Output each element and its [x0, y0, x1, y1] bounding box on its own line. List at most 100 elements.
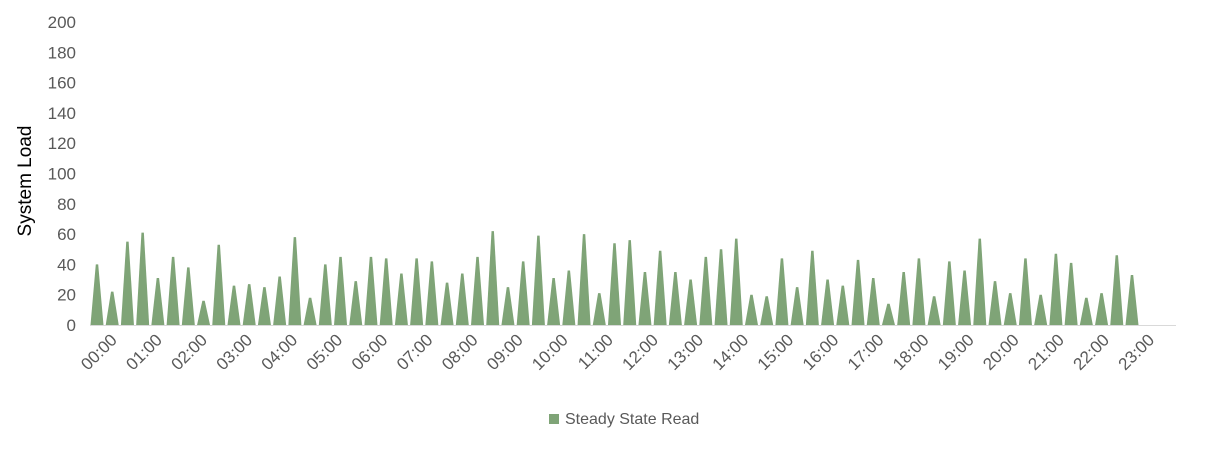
area-peak [1018, 258, 1032, 325]
area-peak [471, 256, 485, 325]
x-tick-label: 08:00 [438, 330, 482, 374]
y-tick-label: 100 [48, 165, 76, 184]
area-peak [821, 279, 835, 325]
y-tick-label: 40 [57, 255, 76, 274]
area-peak [942, 261, 956, 325]
x-tick-label: 02:00 [168, 330, 212, 374]
y-tick-label: 160 [48, 74, 76, 93]
y-tick-label: 140 [48, 104, 76, 123]
x-tick-label: 13:00 [664, 330, 708, 374]
x-tick-label: 11:00 [574, 330, 617, 373]
area-peak [729, 238, 743, 325]
x-tick-label: 09:00 [483, 330, 527, 374]
x-tick-label: 14:00 [709, 330, 753, 374]
area-peak [958, 270, 972, 325]
area-peak [120, 241, 134, 325]
area-peak [455, 273, 469, 325]
area-peak [668, 271, 682, 325]
area-peak [501, 287, 515, 325]
y-axis-ticks: 0 20 40 60 80 100 120 140 160 180 200 [48, 13, 76, 335]
area-peak [714, 249, 728, 325]
area-peak [242, 284, 256, 325]
area-peak [379, 258, 393, 325]
y-tick-label: 20 [57, 286, 76, 305]
area-peak [927, 296, 941, 325]
x-tick-label: 12:00 [619, 330, 663, 374]
area-peak [699, 256, 713, 325]
area-peak [790, 287, 804, 325]
x-tick-label: 15:00 [754, 330, 798, 374]
area-peak [623, 240, 637, 325]
area-peak [973, 238, 987, 325]
x-tick-label: 00:00 [77, 330, 121, 374]
y-tick-label: 200 [48, 13, 76, 32]
area-peak [349, 281, 363, 325]
x-tick-label: 16:00 [799, 330, 843, 374]
area-peak [608, 243, 621, 325]
y-tick-label: 60 [57, 225, 76, 244]
area-peak [684, 279, 698, 325]
x-tick-label: 18:00 [889, 330, 933, 374]
x-tick-label: 17:00 [844, 330, 888, 374]
area-peak [912, 258, 926, 325]
series-areas [90, 231, 1139, 325]
area-peak [1003, 293, 1017, 325]
area-peak [760, 296, 774, 325]
area-peak [577, 234, 591, 325]
x-tick-label: 01:00 [122, 330, 166, 374]
area-peak [547, 278, 561, 325]
x-tick-label: 19:00 [934, 330, 978, 374]
area-peak [181, 267, 195, 325]
area-peak [227, 285, 241, 325]
area-peak [592, 293, 606, 325]
x-tick-label: 10:00 [528, 330, 572, 374]
area-peak [425, 261, 439, 325]
x-axis-ticks: 00:00 01:00 02:00 03:00 04:00 05:00 06:00 07:00… [77, 330, 1158, 374]
area-peak [516, 261, 530, 325]
area-peak [273, 276, 287, 325]
legend-label: Steady State Read [565, 411, 699, 428]
y-tick-label: 120 [48, 134, 76, 153]
area-peak [1064, 262, 1078, 325]
area-peak [90, 264, 104, 325]
x-tick-label: 20:00 [979, 330, 1023, 374]
area-peak [1125, 275, 1139, 325]
area-peak [197, 300, 211, 325]
y-tick-label: 0 [67, 316, 76, 335]
area-peak [105, 291, 119, 325]
area-peak [836, 285, 850, 325]
area-peak [851, 259, 865, 325]
area-peak [1079, 297, 1093, 325]
x-tick-label: 21:00 [1024, 330, 1068, 374]
y-axis-title: System Load [15, 126, 36, 237]
area-peak [638, 271, 652, 325]
area-peak [364, 256, 378, 325]
area-peak [212, 244, 226, 325]
legend-swatch [549, 414, 559, 424]
x-tick-label: 05:00 [303, 330, 347, 374]
area-peak [303, 297, 317, 325]
x-tick-label: 07:00 [393, 330, 437, 374]
area-peak [866, 278, 880, 325]
area-peak [531, 235, 545, 325]
x-tick-label: 03:00 [213, 330, 257, 374]
area-peak [653, 250, 667, 325]
area-peak [1049, 253, 1063, 325]
y-tick-label: 80 [57, 195, 76, 214]
area-peak [775, 258, 789, 325]
x-tick-label: 23:00 [1115, 330, 1159, 374]
area-peak [1095, 293, 1109, 325]
y-tick-label: 180 [48, 43, 76, 62]
area-peak [988, 281, 1002, 325]
area-peak [288, 237, 302, 325]
x-tick-label: 04:00 [258, 330, 302, 374]
area-peak [744, 294, 758, 325]
area-peak [318, 264, 332, 325]
area-peak [136, 232, 150, 325]
area-peak [394, 273, 408, 325]
area-peak [334, 256, 348, 325]
area-peak [151, 278, 165, 325]
area-peak [562, 270, 576, 325]
area-peak [1110, 255, 1124, 325]
